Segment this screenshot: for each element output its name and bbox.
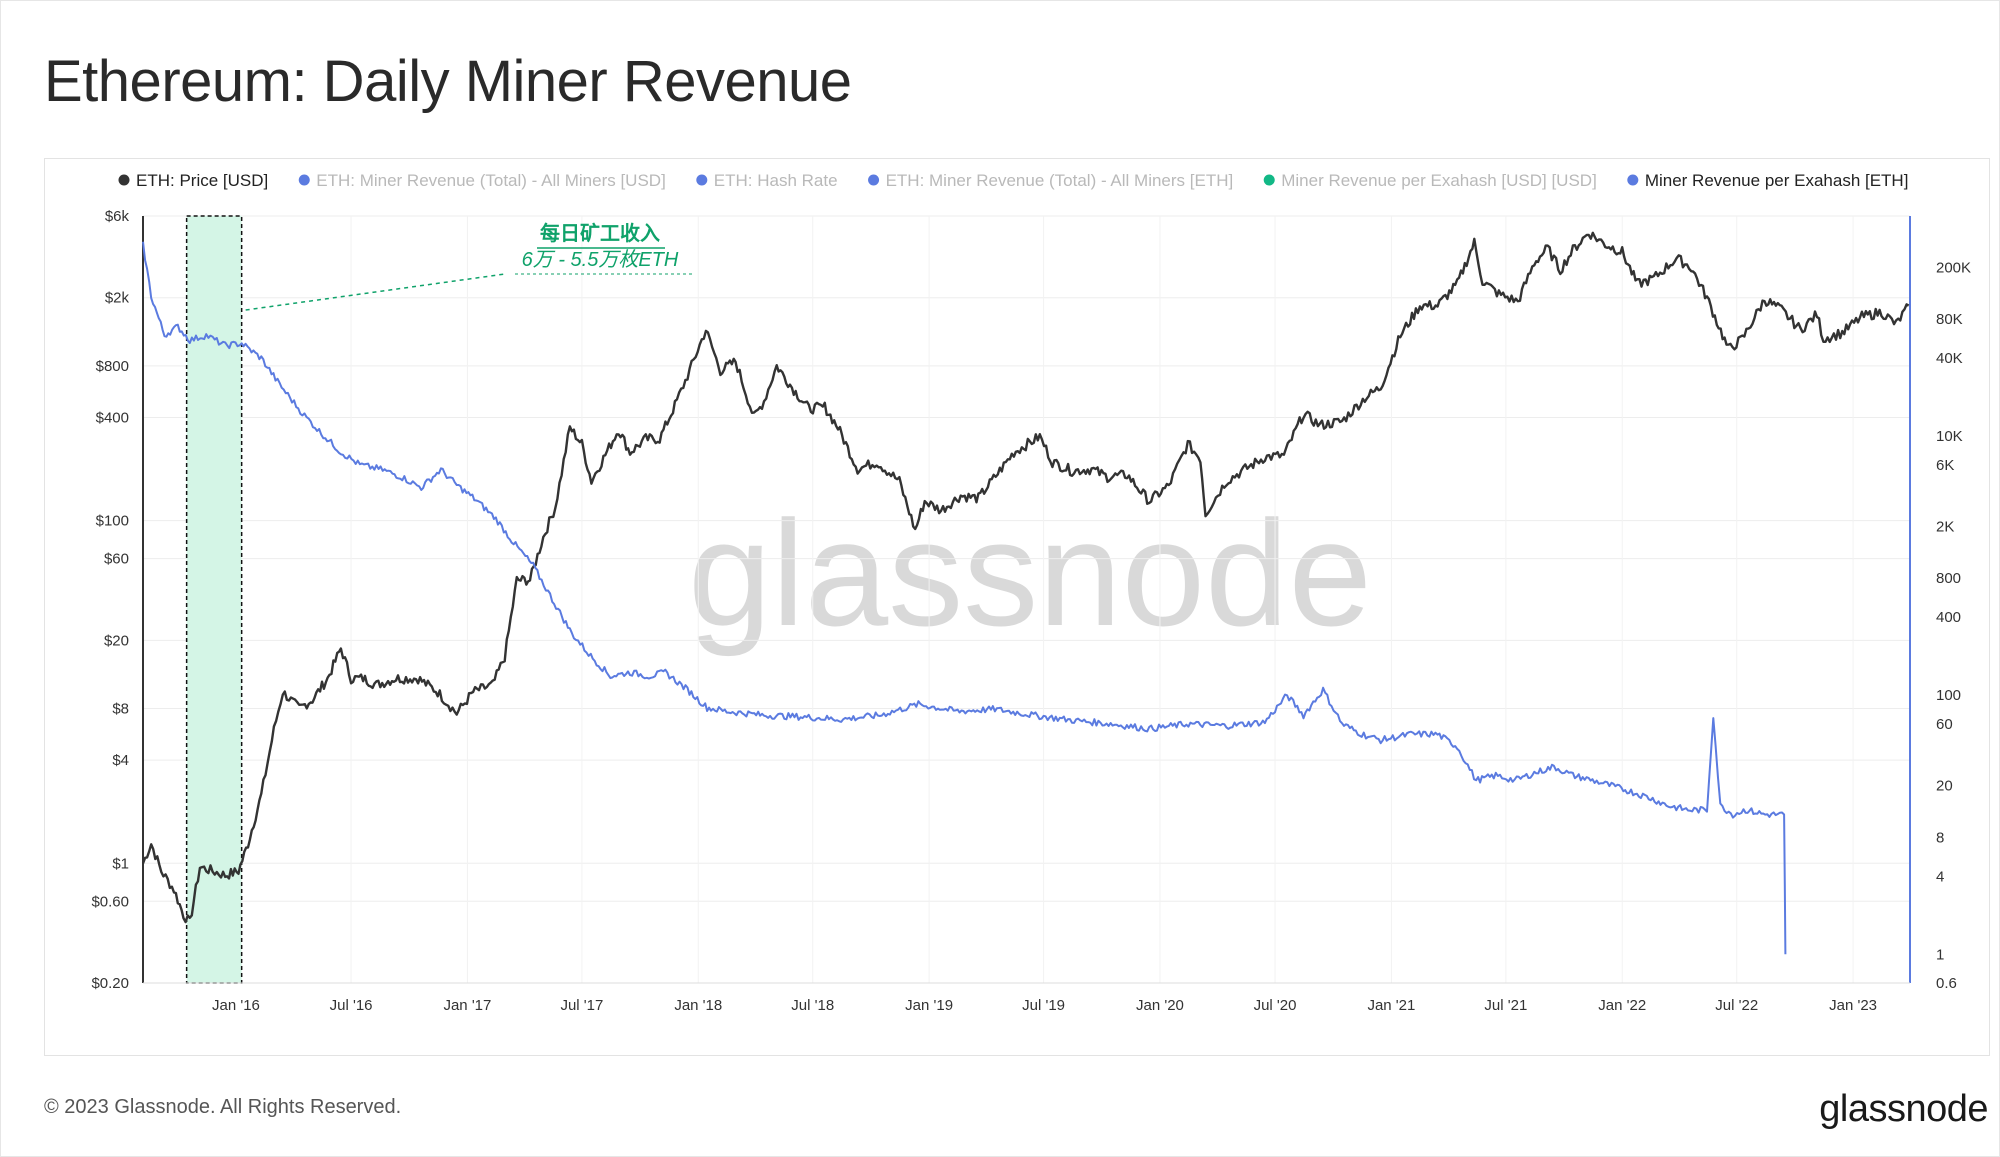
legend-marker	[1627, 174, 1639, 186]
x-tick-label: Jul '22	[1715, 997, 1758, 1014]
legend-item-label[interactable]: ETH: Miner Revenue (Total) - All Miners …	[316, 171, 666, 190]
legend-item-label[interactable]: Miner Revenue per Exahash [USD] [USD]	[1281, 171, 1597, 190]
y-right-tick-label: 1	[1936, 946, 1944, 963]
legend-marker	[118, 174, 130, 186]
y-left-tick-label: $100	[96, 513, 129, 530]
y-right-tick-label: 400	[1936, 609, 1961, 626]
annotation-title: 每日矿工收入	[540, 221, 660, 245]
legend-marker	[868, 174, 880, 186]
y-right-tick-label: 2K	[1936, 519, 1954, 536]
legend: ETH: Price [USD] ETH: Miner Revenue (Tota…	[118, 171, 1909, 190]
annotation: 每日矿工收入 6万 - 5.5万枚ETH	[245, 221, 695, 311]
highlight-rect	[185, 215, 243, 984]
y-left-tick-label: $0.60	[91, 893, 129, 910]
y-left-tick-label: $8	[112, 701, 129, 718]
x-tick-label: Jul '16	[330, 997, 373, 1014]
y-right-tick-label: 40K	[1936, 350, 1963, 367]
y-right-tick-label: 800	[1936, 570, 1961, 587]
y-right-tick-label: 60	[1936, 716, 1953, 733]
legend-item-label[interactable]: Miner Revenue per Exahash [ETH]	[1645, 171, 1909, 190]
y-right-tick-label: 100	[1936, 687, 1961, 704]
y-right-tick-label: 20	[1936, 778, 1953, 795]
y-right-tick-label: 200K	[1936, 260, 1971, 277]
x-tick-label: Jan '18	[674, 997, 722, 1014]
annotation-leader-line	[245, 273, 506, 311]
annotation-subtitle: 6万 - 5.5万枚ETH	[522, 249, 679, 271]
highlight-band	[185, 215, 243, 984]
y-left-tick-label: $6k	[105, 208, 130, 225]
watermark-text: glassnode	[688, 489, 1372, 657]
x-tick-label: Jan '21	[1367, 997, 1415, 1014]
y-left-tick-label: $400	[96, 409, 129, 426]
legend-marker	[298, 174, 310, 186]
price-series-line	[141, 231, 1910, 924]
y-left-tick-label: $60	[104, 551, 129, 568]
x-tick-label: Jan '19	[905, 997, 953, 1014]
y-right-tick-label: 4	[1936, 868, 1944, 885]
series-lines	[141, 231, 1910, 955]
x-tick-label: Jul '19	[1022, 997, 1065, 1014]
y-right-tick-label: 10K	[1936, 428, 1963, 445]
y-right-tick-label: 80K	[1936, 311, 1963, 328]
legend-marker	[1263, 174, 1275, 186]
x-tick-label: Jul '21	[1484, 997, 1527, 1014]
x-tick-label: Jan '23	[1829, 997, 1877, 1014]
y-left-tick-label: $0.20	[91, 975, 129, 992]
y-right-tick-label: 6K	[1936, 457, 1954, 474]
chart-panel	[44, 158, 1990, 1056]
x-tick-label: Jul '18	[791, 997, 834, 1014]
gridlines	[143, 215, 1910, 984]
copyright: © 2023 Glassnode. All Rights Reserved.	[44, 1096, 402, 1118]
x-tick-label: Jul '17	[560, 997, 603, 1014]
x-tick-label: Jan '17	[443, 997, 491, 1014]
y-left-tick-label: $800	[96, 358, 129, 375]
y-left-tick-label: $2k	[105, 290, 130, 307]
glassnode-logo[interactable]: glassnode	[1819, 1088, 1988, 1130]
y-right-tick-label: 0.6	[1936, 975, 1957, 992]
y-left-tick-label: $4	[112, 752, 129, 769]
y-right-tick-label: 8	[1936, 829, 1944, 846]
y-left-tick-label: $1	[112, 855, 129, 872]
x-tick-label: Jan '20	[1136, 997, 1184, 1014]
legend-item-label[interactable]: ETH: Hash Rate	[714, 171, 838, 190]
revenue-per-exahash-line	[142, 241, 1787, 955]
legend-item-label[interactable]: ETH: Price [USD]	[136, 171, 268, 190]
y-left-tick-label: $20	[104, 632, 129, 649]
axes: $6k $2k $800 $400 $100 $60 $20 $8 $4 $1 $0.60 $0.20…	[91, 208, 1971, 1014]
x-tick-label: Jan '22	[1598, 997, 1646, 1014]
legend-marker	[696, 174, 708, 186]
legend-item-label[interactable]: ETH: Miner Revenue (Total) - All Miners …	[886, 171, 1234, 190]
x-tick-label: Jan '16	[212, 997, 260, 1014]
page-title: Ethereum: Daily Miner Revenue	[44, 49, 852, 114]
x-tick-label: Jul '20	[1254, 997, 1297, 1014]
